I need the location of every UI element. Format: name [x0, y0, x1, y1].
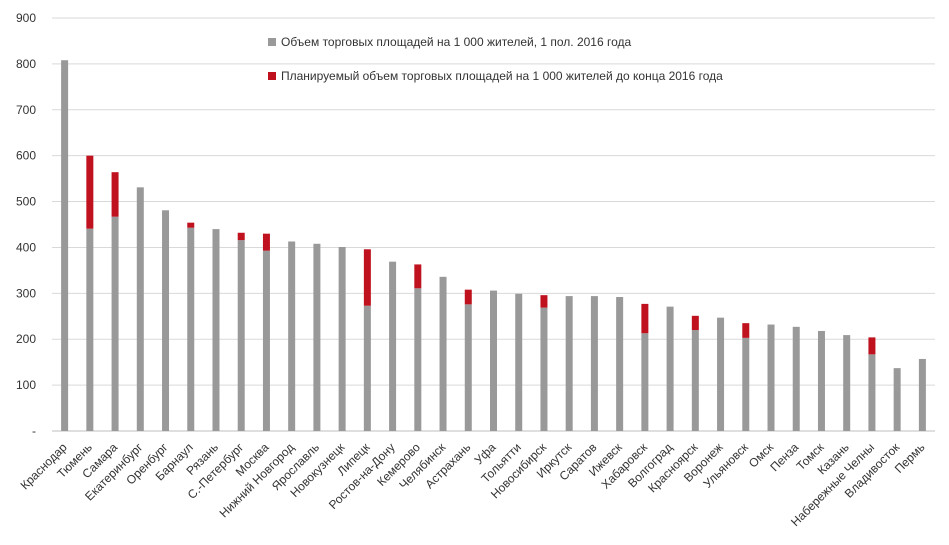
- y-tick-label: -: [32, 424, 36, 438]
- bar-current: [515, 293, 523, 431]
- bar-current: [86, 228, 94, 431]
- bar-current: [338, 246, 346, 431]
- y-tick-label: 600: [16, 149, 36, 163]
- x-axis-category-labels: КраснодарТюменьСамараЕкатеринбургОренбур…: [18, 440, 928, 529]
- bar-planned: [414, 264, 422, 289]
- bar-current: [212, 229, 220, 431]
- bar-current: [540, 307, 548, 431]
- bar-current: [464, 304, 472, 431]
- bar-planned: [111, 172, 119, 217]
- bar-current: [111, 216, 119, 431]
- bar-current: [717, 317, 725, 431]
- bar-current: [162, 210, 170, 431]
- bar-planned: [691, 315, 699, 331]
- bar-current: [792, 326, 800, 431]
- bar-planned: [641, 303, 649, 334]
- y-axis-tick-labels: - 100 200 300 400 500 600 700 800 900: [16, 11, 36, 438]
- bar-current: [641, 333, 649, 431]
- bar-current: [136, 187, 144, 431]
- bar-current: [868, 354, 876, 431]
- x-category-label: Пенза: [767, 440, 801, 474]
- bar-current: [262, 250, 270, 431]
- bar-current: [237, 240, 245, 431]
- y-tick-label: 700: [16, 103, 36, 117]
- y-tick-label: 100: [16, 378, 36, 392]
- bar-planned: [742, 323, 750, 338]
- legend-label-current: Объем торговых площадей на 1 000 жителей…: [281, 35, 632, 49]
- legend-label-planned: Планируемый объем торговых площадей на 1…: [281, 69, 723, 83]
- bars: [61, 60, 926, 432]
- bar-current: [187, 227, 195, 431]
- bar-current: [565, 296, 573, 431]
- bar-planned: [187, 222, 195, 228]
- bar-current: [893, 368, 901, 431]
- y-tick-label: 500: [16, 195, 36, 209]
- bar-current: [590, 296, 598, 431]
- bar-current: [363, 305, 371, 431]
- bar-planned: [464, 289, 472, 305]
- bar-current: [389, 261, 397, 431]
- bar-planned: [540, 295, 548, 308]
- y-tick-label: 400: [16, 240, 36, 254]
- bar-current: [691, 330, 699, 431]
- bar-current: [61, 60, 69, 432]
- bar-current: [918, 358, 926, 431]
- bar-planned: [262, 233, 270, 251]
- bar-current: [742, 337, 750, 431]
- bar-current: [313, 243, 321, 431]
- bar-planned: [237, 232, 245, 241]
- bar-current: [666, 306, 674, 431]
- bar-current: [767, 324, 775, 431]
- bar-current: [843, 335, 851, 431]
- bar-planned: [86, 155, 94, 229]
- y-tick-label: 300: [16, 286, 36, 300]
- y-tick-label: 900: [16, 11, 36, 25]
- bar-current: [490, 290, 497, 431]
- bar-current: [616, 297, 624, 431]
- bar-current: [439, 276, 447, 431]
- bar-planned: [868, 337, 876, 355]
- bar-current: [288, 241, 296, 431]
- legend-swatch-planned: [268, 72, 276, 80]
- bar-current: [414, 288, 422, 431]
- bar-current: [817, 330, 825, 431]
- y-tick-label: 800: [16, 57, 36, 71]
- y-tick-label: 200: [16, 332, 36, 346]
- bar-planned: [363, 249, 371, 306]
- gridlines: [52, 17, 935, 432]
- legend: Объем торговых площадей на 1 000 жителей…: [268, 35, 723, 83]
- legend-swatch-current: [268, 38, 276, 46]
